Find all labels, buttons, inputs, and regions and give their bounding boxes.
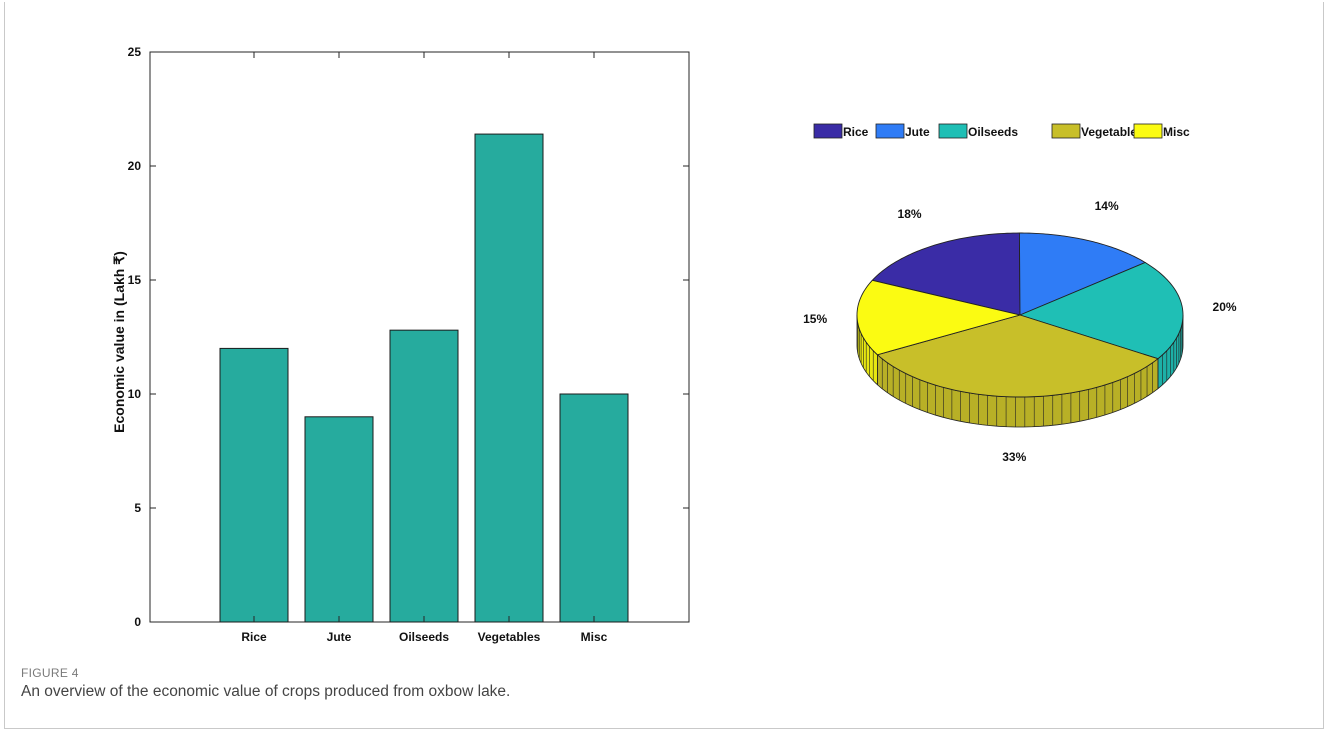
x-tick-label: Misc	[581, 630, 608, 644]
figure-caption-label: FIGURE 4	[21, 666, 79, 680]
legend-label-misc: Misc	[1163, 125, 1190, 139]
pie-legend: Rice Jute Oilseeds Vegetables Misc	[813, 123, 1190, 139]
bar-rice	[219, 347, 289, 623]
pie-slice-misc	[856, 279, 1021, 356]
y-tick-label: 5	[134, 501, 141, 515]
figure-caption-text: An overview of the economic value of cro…	[21, 683, 511, 700]
y-tick-label: 0	[134, 615, 141, 629]
pie-value-label-jute: 14%	[1095, 199, 1119, 213]
x-tick-label: Jute	[327, 630, 352, 644]
bar-vegetables	[474, 133, 544, 623]
legend-label-jute: Jute	[905, 125, 930, 139]
pie-value-labels: 18% 14% 20% 33% 15%	[803, 199, 1237, 464]
y-tick-label: 20	[128, 159, 142, 173]
pie-slice-rice	[871, 232, 1021, 316]
bar-y-axis-label: Economic value in (Lakh ₹)	[111, 251, 127, 433]
legend-label-rice: Rice	[843, 125, 869, 139]
figure-frame: Economic value in (Lakh ₹) 0 5 10 15 20 25 Ric…	[4, 2, 1324, 729]
x-tick-label: Vegetables	[478, 630, 541, 644]
x-tick-label: Rice	[241, 630, 267, 644]
x-tick-label: Oilseeds	[399, 630, 449, 644]
y-tick-label: 15	[128, 273, 142, 287]
y-tick-label: 25	[128, 45, 142, 59]
pie-value-label-misc: 15%	[803, 312, 827, 326]
pie-value-label-vegetables: 33%	[1002, 450, 1026, 464]
pie-value-label-oilseeds: 20%	[1213, 300, 1237, 314]
legend-label-oilseeds: Oilseeds	[968, 125, 1018, 139]
y-tick-label: 10	[128, 387, 142, 401]
pie-value-label-rice: 18%	[898, 207, 922, 221]
bar-misc	[559, 393, 629, 623]
legend-swatch-vegetables	[1051, 123, 1081, 139]
pie-chart: 18% 14% 20% 33% 15% Rice Jute Oilseeds Vegetable…	[803, 123, 1237, 464]
figure-canvas: Economic value in (Lakh ₹) 0 5 10 15 20 25 Ric…	[111, 45, 1237, 644]
bar-jute	[304, 416, 374, 623]
pie-slice-jute	[1018, 232, 1147, 316]
pie-slice-oilseeds	[1018, 262, 1184, 360]
bar-chart: Economic value in (Lakh ₹) 0 5 10 15 20 25 Ric…	[111, 45, 690, 644]
legend-swatch-rice	[813, 123, 843, 139]
legend-label-vegetables: Vegetables	[1081, 125, 1144, 139]
legend-swatch-jute	[875, 123, 905, 139]
pie-side-walls	[856, 314, 1184, 428]
pie-top-faces	[856, 232, 1184, 398]
bar-oilseeds	[389, 329, 459, 623]
legend-swatch-misc	[1133, 123, 1163, 139]
legend-swatch-oilseeds	[938, 123, 968, 139]
